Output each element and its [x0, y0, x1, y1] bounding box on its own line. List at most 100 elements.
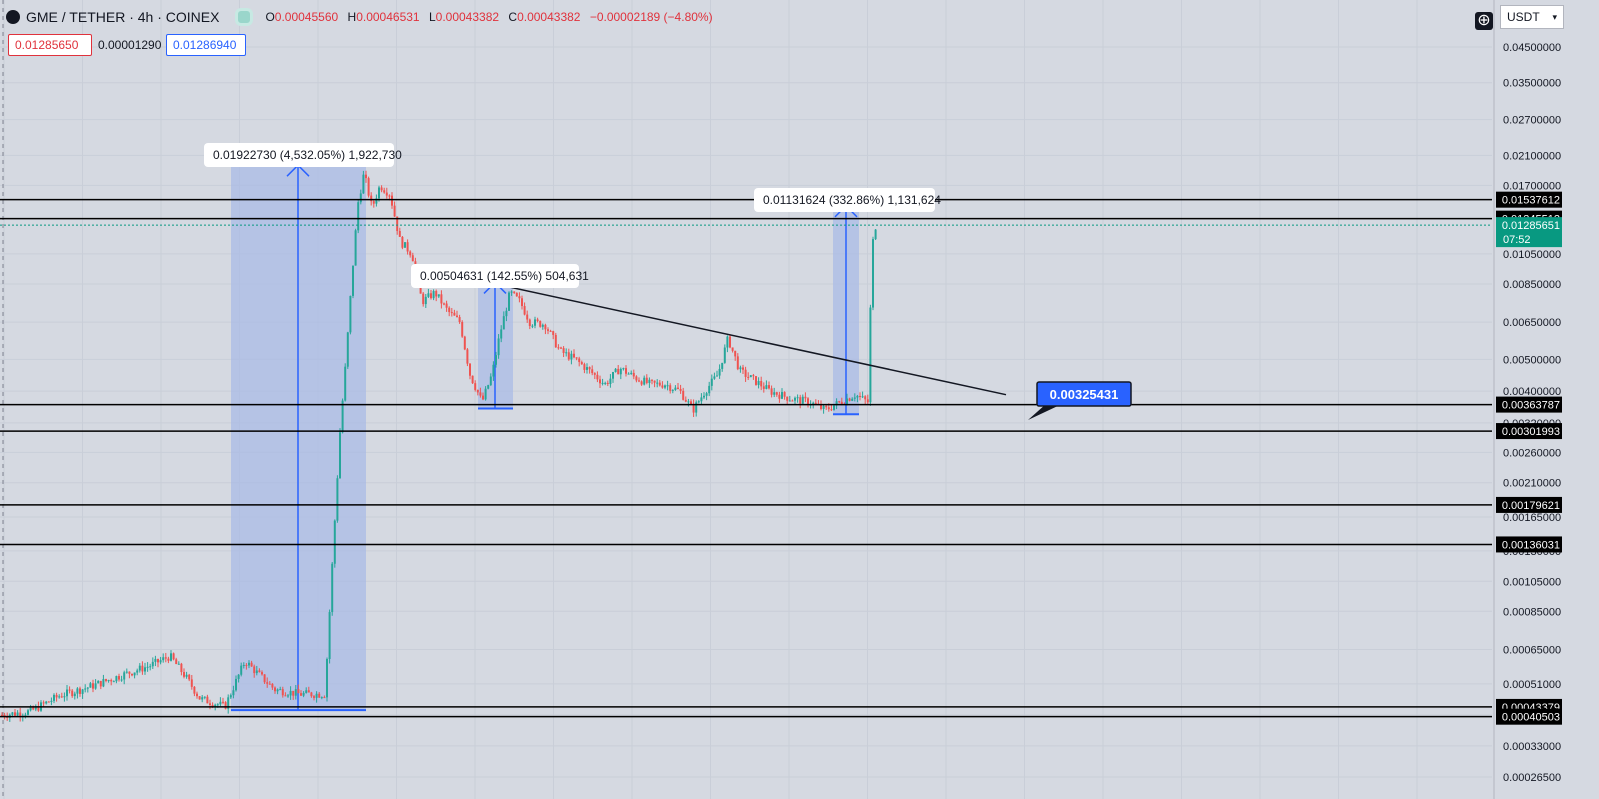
range-label: 0.00504631 (142.55%) 504,631 [420, 269, 589, 283]
candle-body [193, 686, 196, 694]
candle-body [578, 358, 581, 363]
buy-price-button[interactable]: 0.01286940 [166, 34, 246, 56]
candle-body [679, 388, 682, 391]
candle-body [731, 347, 734, 351]
level-price-label: 0.01537612 [1502, 195, 1560, 207]
candle-body [570, 353, 573, 360]
candle-body [196, 693, 198, 697]
candle-body [32, 707, 35, 710]
candle-body [583, 364, 586, 370]
sell-price-button[interactable]: 0.01285650 [8, 34, 92, 56]
candle-body [365, 174, 367, 179]
price-tick-label: 0.00085000 [1503, 606, 1561, 618]
candle-body [261, 672, 263, 675]
candle-body [775, 392, 778, 395]
spread-value: 0.00001290 [98, 38, 162, 52]
candle-body [292, 690, 295, 696]
candle-body [339, 432, 341, 479]
candle-body [19, 712, 22, 717]
price-tick-label: 0.00165000 [1503, 512, 1561, 524]
candle-body [92, 683, 94, 689]
level-price-tag [1496, 496, 1562, 513]
candle-body [593, 373, 596, 375]
candle-body [502, 316, 505, 330]
candle-body [760, 381, 763, 387]
candle-body [658, 382, 661, 386]
candle-body [138, 665, 141, 671]
candle-body [380, 187, 383, 191]
candle-body [375, 198, 378, 204]
candle-body [544, 324, 547, 330]
candle-body [861, 396, 864, 398]
candle-body [643, 377, 646, 385]
current-price-tag [1496, 217, 1562, 248]
candle-body [430, 293, 432, 299]
candle-body [154, 658, 157, 662]
candle-body [567, 352, 570, 360]
candle-body [320, 697, 323, 699]
candle-body [274, 687, 276, 692]
candle-body [224, 702, 227, 709]
candle-body [235, 678, 237, 691]
candle-body [240, 665, 243, 675]
candle-body [591, 369, 594, 374]
candle-body [422, 293, 425, 305]
currency-select[interactable]: USDT ▾ [1500, 5, 1564, 29]
candle-body [99, 680, 102, 687]
candle-body [812, 402, 815, 405]
candle-body [541, 324, 544, 327]
candle-body [458, 317, 461, 322]
candle-body [128, 671, 131, 674]
symbol-title[interactable]: GME / TETHER · 4h · COINEX [26, 9, 220, 25]
candle-body [791, 400, 794, 402]
candle-body [42, 702, 45, 704]
candle-body [24, 714, 27, 716]
candle-body [3, 715, 6, 717]
candle-body [378, 187, 380, 199]
candle-body [242, 664, 245, 666]
trendline [464, 276, 1007, 396]
candle-body [526, 314, 529, 320]
candle-body [534, 319, 536, 326]
level-price-label: 0.00040503 [1502, 712, 1560, 724]
ohlc-change: −0.00002189 (−4.80%) [589, 10, 713, 24]
candle-body [29, 707, 32, 711]
candle-body [653, 380, 656, 383]
candle-body [219, 701, 222, 705]
chevron-down-icon: ▾ [1552, 11, 1557, 22]
candle-body [461, 321, 464, 337]
candle-body [268, 683, 271, 685]
candle-body [55, 694, 58, 698]
candle-body [216, 704, 219, 706]
candle-body [183, 672, 185, 677]
candle-body [27, 710, 29, 715]
candle-body [528, 319, 531, 326]
candle-body [401, 236, 404, 248]
candle-body [645, 377, 648, 383]
candle-body [619, 368, 622, 375]
candle-body [640, 381, 643, 385]
candle-body [383, 190, 386, 193]
candle-body [739, 367, 742, 370]
candle-body [768, 385, 770, 389]
candle-body [144, 667, 146, 672]
candle-body [211, 704, 214, 707]
candle-body [227, 697, 230, 709]
add-plus-icon[interactable]: ⊕ [1475, 12, 1493, 30]
candle-body [372, 201, 375, 204]
candle-body [398, 230, 401, 237]
candle-body [814, 402, 817, 404]
candle-body [469, 363, 471, 376]
candle-body [747, 376, 750, 378]
candle-body [710, 378, 713, 386]
price-tick-label: 0.00026500 [1503, 772, 1561, 784]
candle-body [1, 714, 3, 716]
candle-body [614, 368, 617, 373]
sell-price: 0.01285650 [15, 38, 79, 52]
candle-body [385, 192, 388, 196]
candle-body [521, 298, 523, 307]
ohlc-close: 0.00043382 [517, 10, 581, 24]
candle-body [705, 393, 708, 396]
